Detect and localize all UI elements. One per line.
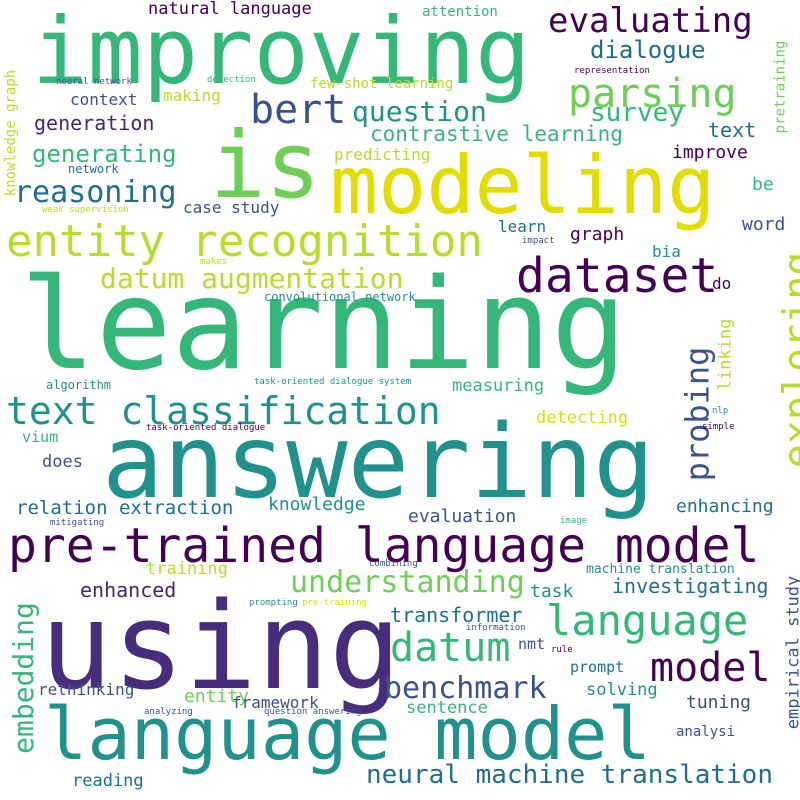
word-empirical-study: empirical study bbox=[783, 575, 800, 730]
word-embedding: embedding bbox=[6, 602, 40, 754]
word-entity-recognition: entity recognition bbox=[6, 216, 483, 267]
word-detection: detection bbox=[207, 75, 256, 85]
word-understanding: understanding bbox=[290, 565, 525, 600]
word-network: network bbox=[68, 162, 119, 176]
word-language: language bbox=[546, 596, 749, 645]
word-text: text bbox=[708, 118, 757, 142]
word-text-classification: text classification bbox=[6, 389, 441, 433]
word-natural-language: natural language bbox=[148, 0, 312, 19]
word-framework: framework bbox=[232, 693, 319, 712]
word-learning: learning bbox=[20, 251, 627, 398]
word-generation: generation bbox=[34, 111, 155, 135]
word-makes: makes bbox=[200, 257, 228, 267]
word-sentence: sentence bbox=[406, 698, 488, 718]
word-answering: answering bbox=[102, 403, 655, 522]
word-question: question bbox=[352, 95, 487, 128]
word-weak-supervision: weak supervision bbox=[42, 205, 129, 215]
word-rethinking: rethinking bbox=[38, 680, 135, 699]
word-nlp: nlp bbox=[712, 406, 729, 416]
word-algorithm: algorithm bbox=[46, 378, 112, 392]
word-combining: combining bbox=[369, 559, 418, 569]
word-probing: probing bbox=[678, 346, 717, 482]
word-bia: bia bbox=[652, 242, 681, 261]
word-parsing: parsing bbox=[568, 71, 737, 117]
word-dataset: dataset bbox=[516, 248, 719, 304]
word-pretraining: pretraining bbox=[772, 40, 789, 134]
word-graph: graph bbox=[570, 224, 625, 245]
word-detecting: detecting bbox=[536, 408, 629, 428]
word-case-study: case study bbox=[183, 198, 280, 217]
word-transformer: transformer bbox=[390, 603, 523, 627]
word-language-model: language model bbox=[44, 692, 651, 776]
word-nmt: nmt bbox=[518, 635, 546, 653]
word-be: be bbox=[752, 174, 774, 195]
word-prompt: prompt bbox=[570, 658, 625, 676]
word-contrastive-learning: contrastive learning bbox=[370, 122, 623, 146]
word-relation-extraction: relation extraction bbox=[16, 497, 234, 519]
word-question-answering: question answering bbox=[264, 707, 362, 717]
word-attention: attention bbox=[422, 4, 498, 20]
word-using: using bbox=[40, 578, 402, 717]
word-tuning: tuning bbox=[686, 692, 752, 713]
word-reading: reading bbox=[72, 771, 144, 791]
word-knowledge-graph: knowledge graph bbox=[3, 69, 20, 197]
word-few-shot-learning: few-shot learning bbox=[310, 76, 454, 92]
word-simple: simple bbox=[702, 422, 735, 432]
word-neural-machine-translation: neural machine translation bbox=[366, 760, 773, 790]
word-improve: improve bbox=[672, 142, 748, 163]
word-pre-trained-language-model: pre-trained language model bbox=[8, 518, 760, 574]
word-exploring: exploring bbox=[775, 251, 800, 469]
word-is: is bbox=[210, 112, 321, 219]
word-evaluating: evaluating bbox=[548, 1, 753, 41]
word-generating: generating bbox=[32, 140, 177, 168]
word-datum-augmentation: datum augmentation bbox=[100, 262, 404, 295]
word-learn: learn bbox=[498, 217, 547, 236]
word-vium: vium bbox=[22, 428, 59, 446]
word-solving: solving bbox=[586, 680, 658, 700]
word-predicting: predicting bbox=[334, 145, 431, 164]
word-rule: rule bbox=[551, 645, 573, 655]
word-training: training bbox=[146, 559, 228, 579]
word-improving: improving bbox=[32, 0, 531, 105]
word-analysi: analysi bbox=[676, 724, 736, 740]
word-modeling: modeling bbox=[330, 139, 716, 232]
word-datum: datum bbox=[390, 625, 511, 671]
word-convolutional-network: convolutional network bbox=[264, 290, 416, 304]
word-knowledge: knowledge bbox=[268, 494, 366, 515]
word-model: model bbox=[650, 645, 771, 691]
word-evaluation: evaluation bbox=[408, 506, 517, 527]
word-benchmark: benchmark bbox=[384, 671, 547, 706]
word-enhanced: enhanced bbox=[80, 578, 177, 602]
word-information: information bbox=[466, 623, 526, 633]
word-survey: survey bbox=[590, 98, 684, 128]
word-task-oriented-dialogue: task-oriented dialogue bbox=[146, 423, 266, 433]
word-machine-translation: machine translation bbox=[586, 562, 735, 577]
word-task-oriented-dialogue-system: task-oriented dialogue system bbox=[254, 377, 412, 387]
word-making: making bbox=[163, 86, 221, 105]
word-does: does bbox=[42, 452, 83, 472]
word-task: task bbox=[530, 581, 574, 602]
word-neural-network: neural network bbox=[56, 77, 132, 87]
word-word: word bbox=[742, 214, 786, 235]
word-image: image bbox=[560, 516, 588, 526]
word-do: do bbox=[712, 274, 732, 293]
word-bert: bert bbox=[250, 87, 347, 133]
word-enhancing: enhancing bbox=[676, 496, 774, 517]
word-mitigating: mitigating bbox=[50, 518, 105, 528]
word-dialogue: dialogue bbox=[590, 36, 706, 64]
word-context: context bbox=[70, 90, 138, 109]
word-impact: impact bbox=[522, 236, 555, 246]
word-linking: linking bbox=[715, 318, 736, 391]
word-representation: representation bbox=[574, 66, 650, 76]
word-reasoning: reasoning bbox=[14, 175, 177, 210]
word-prompting: prompting bbox=[249, 598, 298, 608]
word-analyzing: analyzing bbox=[144, 707, 193, 717]
word-investigating: investigating bbox=[612, 574, 769, 598]
word-pre-training: pre-training bbox=[302, 598, 368, 608]
word-measuring: measuring bbox=[452, 376, 545, 396]
word-entity: entity bbox=[184, 686, 250, 707]
